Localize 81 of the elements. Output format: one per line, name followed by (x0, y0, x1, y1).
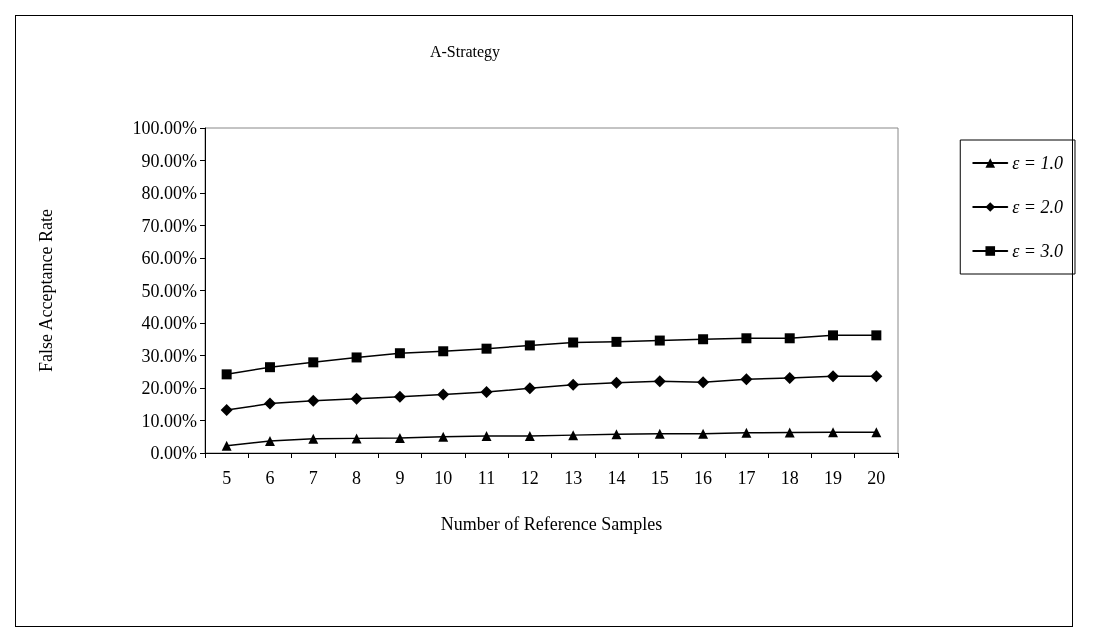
point (828, 427, 839, 438)
point (394, 348, 405, 359)
point (698, 428, 709, 439)
point (264, 362, 275, 373)
x-tick-label: 17 (737, 468, 756, 488)
y-tick-label: 40.00% (141, 313, 197, 333)
y-tick-label: 60.00% (141, 248, 197, 268)
point (783, 371, 796, 384)
y-tick-label: 50.00% (141, 280, 197, 301)
x-tick-label: 9 (395, 468, 405, 488)
point (611, 429, 622, 440)
point (307, 394, 320, 407)
point (394, 433, 405, 444)
point (523, 382, 536, 395)
point (654, 428, 665, 439)
point (827, 370, 840, 383)
point (481, 431, 492, 442)
point (741, 427, 752, 438)
point (568, 430, 579, 441)
point (611, 336, 622, 347)
point (698, 334, 709, 345)
point (308, 433, 319, 444)
point (480, 385, 493, 398)
point (524, 431, 535, 442)
x-tick-label: 7 (308, 468, 318, 488)
point (220, 404, 233, 417)
y-tick-label: 10.00% (141, 410, 197, 431)
point (870, 370, 883, 383)
x-tick-label: 13 (564, 468, 583, 488)
point (437, 388, 450, 401)
point (697, 376, 710, 389)
point (524, 340, 535, 351)
point (871, 427, 882, 438)
point (610, 376, 623, 389)
point (654, 335, 665, 346)
legend-label: ε = 2.0 (1012, 197, 1064, 217)
x-tick-label: 10 (434, 468, 453, 488)
point (567, 378, 580, 391)
point (784, 427, 795, 438)
point (568, 337, 579, 348)
point (828, 330, 839, 341)
x-tick-label: 14 (607, 468, 626, 488)
y-axis-title: False Acceptance Rate (36, 209, 56, 372)
point (221, 369, 232, 380)
y-tick-label: 70.00% (141, 215, 197, 236)
y-tick-label: 0.00% (150, 443, 197, 463)
legend-label: ε = 1.0 (1012, 153, 1064, 173)
x-tick-label: 16 (694, 468, 713, 488)
point (221, 440, 232, 451)
point (741, 333, 752, 344)
x-tick-label: 6 (265, 468, 275, 488)
x-axis-title: Number of Reference Samples (440, 514, 663, 534)
x-tick-label: 12 (520, 468, 539, 488)
x-tick-label: 11 (477, 468, 496, 488)
x-tick-label: 20 (867, 468, 886, 488)
x-tick-label: 8 (352, 468, 362, 488)
point (653, 375, 666, 388)
point (481, 343, 492, 354)
point (438, 346, 449, 357)
x-tick-label: 18 (780, 468, 799, 488)
x-tick-label: 15 (650, 468, 669, 488)
point (350, 392, 363, 405)
point (264, 435, 275, 446)
x-tick-label: 19 (824, 468, 843, 488)
y-tick-label: 90.00% (141, 150, 197, 171)
point (393, 390, 406, 403)
point (784, 333, 795, 344)
y-tick-label: 80.00% (141, 183, 197, 203)
y-tick-label: 20.00% (141, 378, 197, 398)
point (263, 397, 276, 410)
point (871, 330, 882, 341)
y-tick-label: 100.00% (132, 118, 197, 138)
point (438, 431, 449, 442)
x-tick-label: 5 (222, 468, 232, 488)
chart-title: A-Strategy (429, 42, 501, 61)
legend-label: ε = 3.0 (1012, 241, 1064, 261)
point (351, 433, 362, 444)
y-tick-label: 30.00% (141, 345, 197, 366)
point (740, 373, 753, 386)
point (308, 357, 319, 368)
point (351, 352, 362, 363)
